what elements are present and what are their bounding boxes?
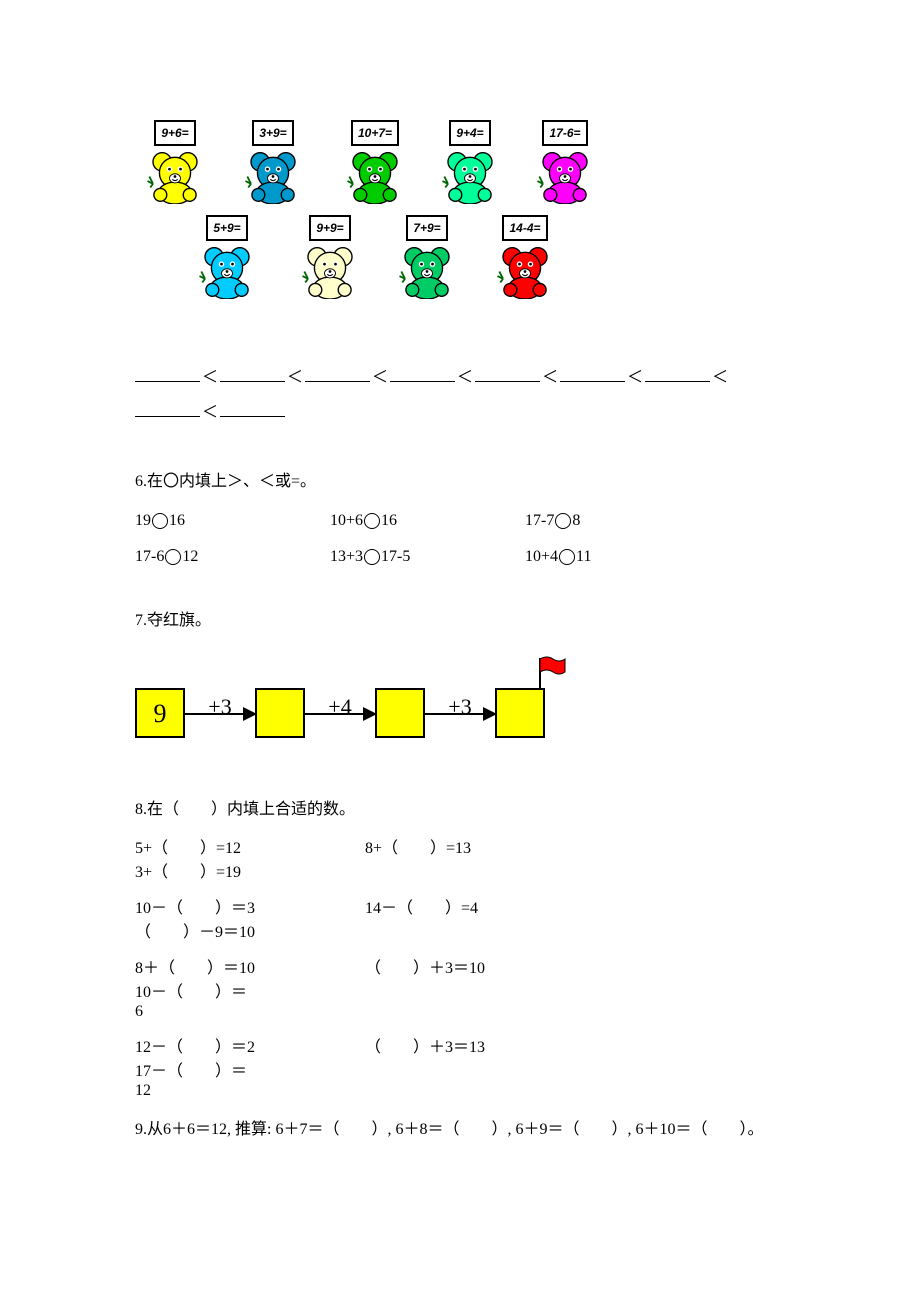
bear-expression: 3+9= (252, 120, 293, 146)
bear-icon (536, 149, 594, 204)
bear-icon (244, 149, 302, 204)
q8-rows: 5+（ ）=128+（ ）=13 3+（ ）=19 10－（ ）＝314－（ ）=4… (135, 837, 790, 1103)
bear-item: 9+6= (135, 120, 215, 204)
number-box[interactable] (255, 688, 305, 738)
bear-item: 9+4= (430, 120, 510, 204)
comparison-circle[interactable] (559, 549, 575, 565)
q8-row: 5+（ ）=128+（ ）=13 3+（ ）=19 (135, 837, 790, 885)
q7-title: 7.夺红旗。 (135, 609, 790, 633)
q8-row: 8＋（ ）＝10（ ）＋3＝1010－（ ）＝6 (135, 957, 790, 1024)
arrow-label: +3 (448, 690, 471, 723)
bear-item: 7+9= (387, 215, 467, 299)
q8-wrap: 6 (135, 1000, 790, 1024)
number-box[interactable] (375, 688, 425, 738)
bear-item: 17-6= (525, 120, 605, 204)
arrow-label: +3 (208, 690, 231, 723)
bear-icon (441, 149, 499, 204)
q8-item: （ ）＋3＝10 (365, 957, 595, 981)
q8-row: 12－（ ）＝2（ ）＋3＝1317－（ ）＝12 (135, 1036, 790, 1103)
q6-title: 6.在〇内填上＞、＜或=。 (135, 470, 790, 494)
flag-icon (535, 656, 570, 699)
comparison-circle[interactable] (152, 513, 168, 529)
q8-item: （ ）－9＝10 (135, 921, 335, 945)
bear-icon (198, 244, 256, 299)
q6-item: 17-612 (135, 545, 330, 569)
arrow: +3 (185, 688, 255, 738)
q8-row: 10－（ ）＝314－（ ）=4 （ ）－9＝10 (135, 897, 790, 945)
q6-row1: 191610+61617-78 (135, 509, 790, 533)
q8-item: （ ）＋3＝13 (365, 1036, 595, 1060)
q6-item: 17-78 (525, 509, 720, 533)
comparison-circle[interactable] (555, 513, 571, 529)
q6-item: 13+317-5 (330, 545, 525, 569)
arrow: +4 (305, 688, 375, 738)
q6-item: 1916 (135, 509, 330, 533)
comparison-circle[interactable] (364, 549, 380, 565)
bear-expression: 9+6= (154, 120, 195, 146)
arrow: +3 (425, 688, 495, 738)
q8-item: 14－（ ）=4 (365, 897, 595, 921)
q8-item: 5+（ ）=12 (135, 837, 365, 861)
q8-item: 3+（ ）=19 (135, 861, 335, 885)
bear-item: 3+9= (233, 120, 313, 204)
q7-figure: 9 +3 +4 +3 (135, 658, 790, 758)
number-box: 9 (135, 688, 185, 738)
q8-item: 10－（ ）＝3 (135, 897, 365, 921)
bear-expression: 14-4= (502, 215, 547, 241)
bear-icon (496, 244, 554, 299)
q9-text: 9.从6＋6＝12, 推算: 6＋7＝（ ）, 6＋8＝（ ）, 6＋9＝（ ）… (135, 1115, 790, 1145)
q6-item: 10+411 (525, 545, 720, 569)
bear-item: 10+7= (335, 120, 415, 204)
q6-item: 10+616 (330, 509, 525, 533)
bear-expression: 9+9= (309, 215, 350, 241)
q8-title: 8.在（ ）内填上合适的数。 (135, 798, 790, 822)
bear-expression: 17-6= (542, 120, 587, 146)
bear-icon (146, 149, 204, 204)
q6-row2: 17-61213+317-510+411 (135, 545, 790, 569)
bear-expression: 5+9= (206, 215, 247, 241)
q8-item: 8+（ ）=13 (365, 837, 595, 861)
arrow-label: +4 (328, 690, 351, 723)
bear-icon (346, 149, 404, 204)
q8-item: 12－（ ）＝2 (135, 1036, 365, 1060)
comparison-circle[interactable] (364, 513, 380, 529)
bear-item: 14-4= (485, 215, 565, 299)
bear-icon (301, 244, 359, 299)
bear-expression: 10+7= (351, 120, 399, 146)
q8-item: 8＋（ ）＝10 (135, 957, 365, 981)
bears-section: 9+6= 3+9= 10+7= (135, 120, 790, 320)
ordering-blanks: ＜＜＜＜＜＜＜＜ (135, 360, 790, 430)
bear-expression: 9+4= (449, 120, 490, 146)
q8-wrap: 12 (135, 1079, 790, 1103)
bear-icon (398, 244, 456, 299)
bear-item: 9+9= (290, 215, 370, 299)
comparison-circle[interactable] (165, 549, 181, 565)
bear-item: 5+9= (187, 215, 267, 299)
bear-expression: 7+9= (406, 215, 447, 241)
